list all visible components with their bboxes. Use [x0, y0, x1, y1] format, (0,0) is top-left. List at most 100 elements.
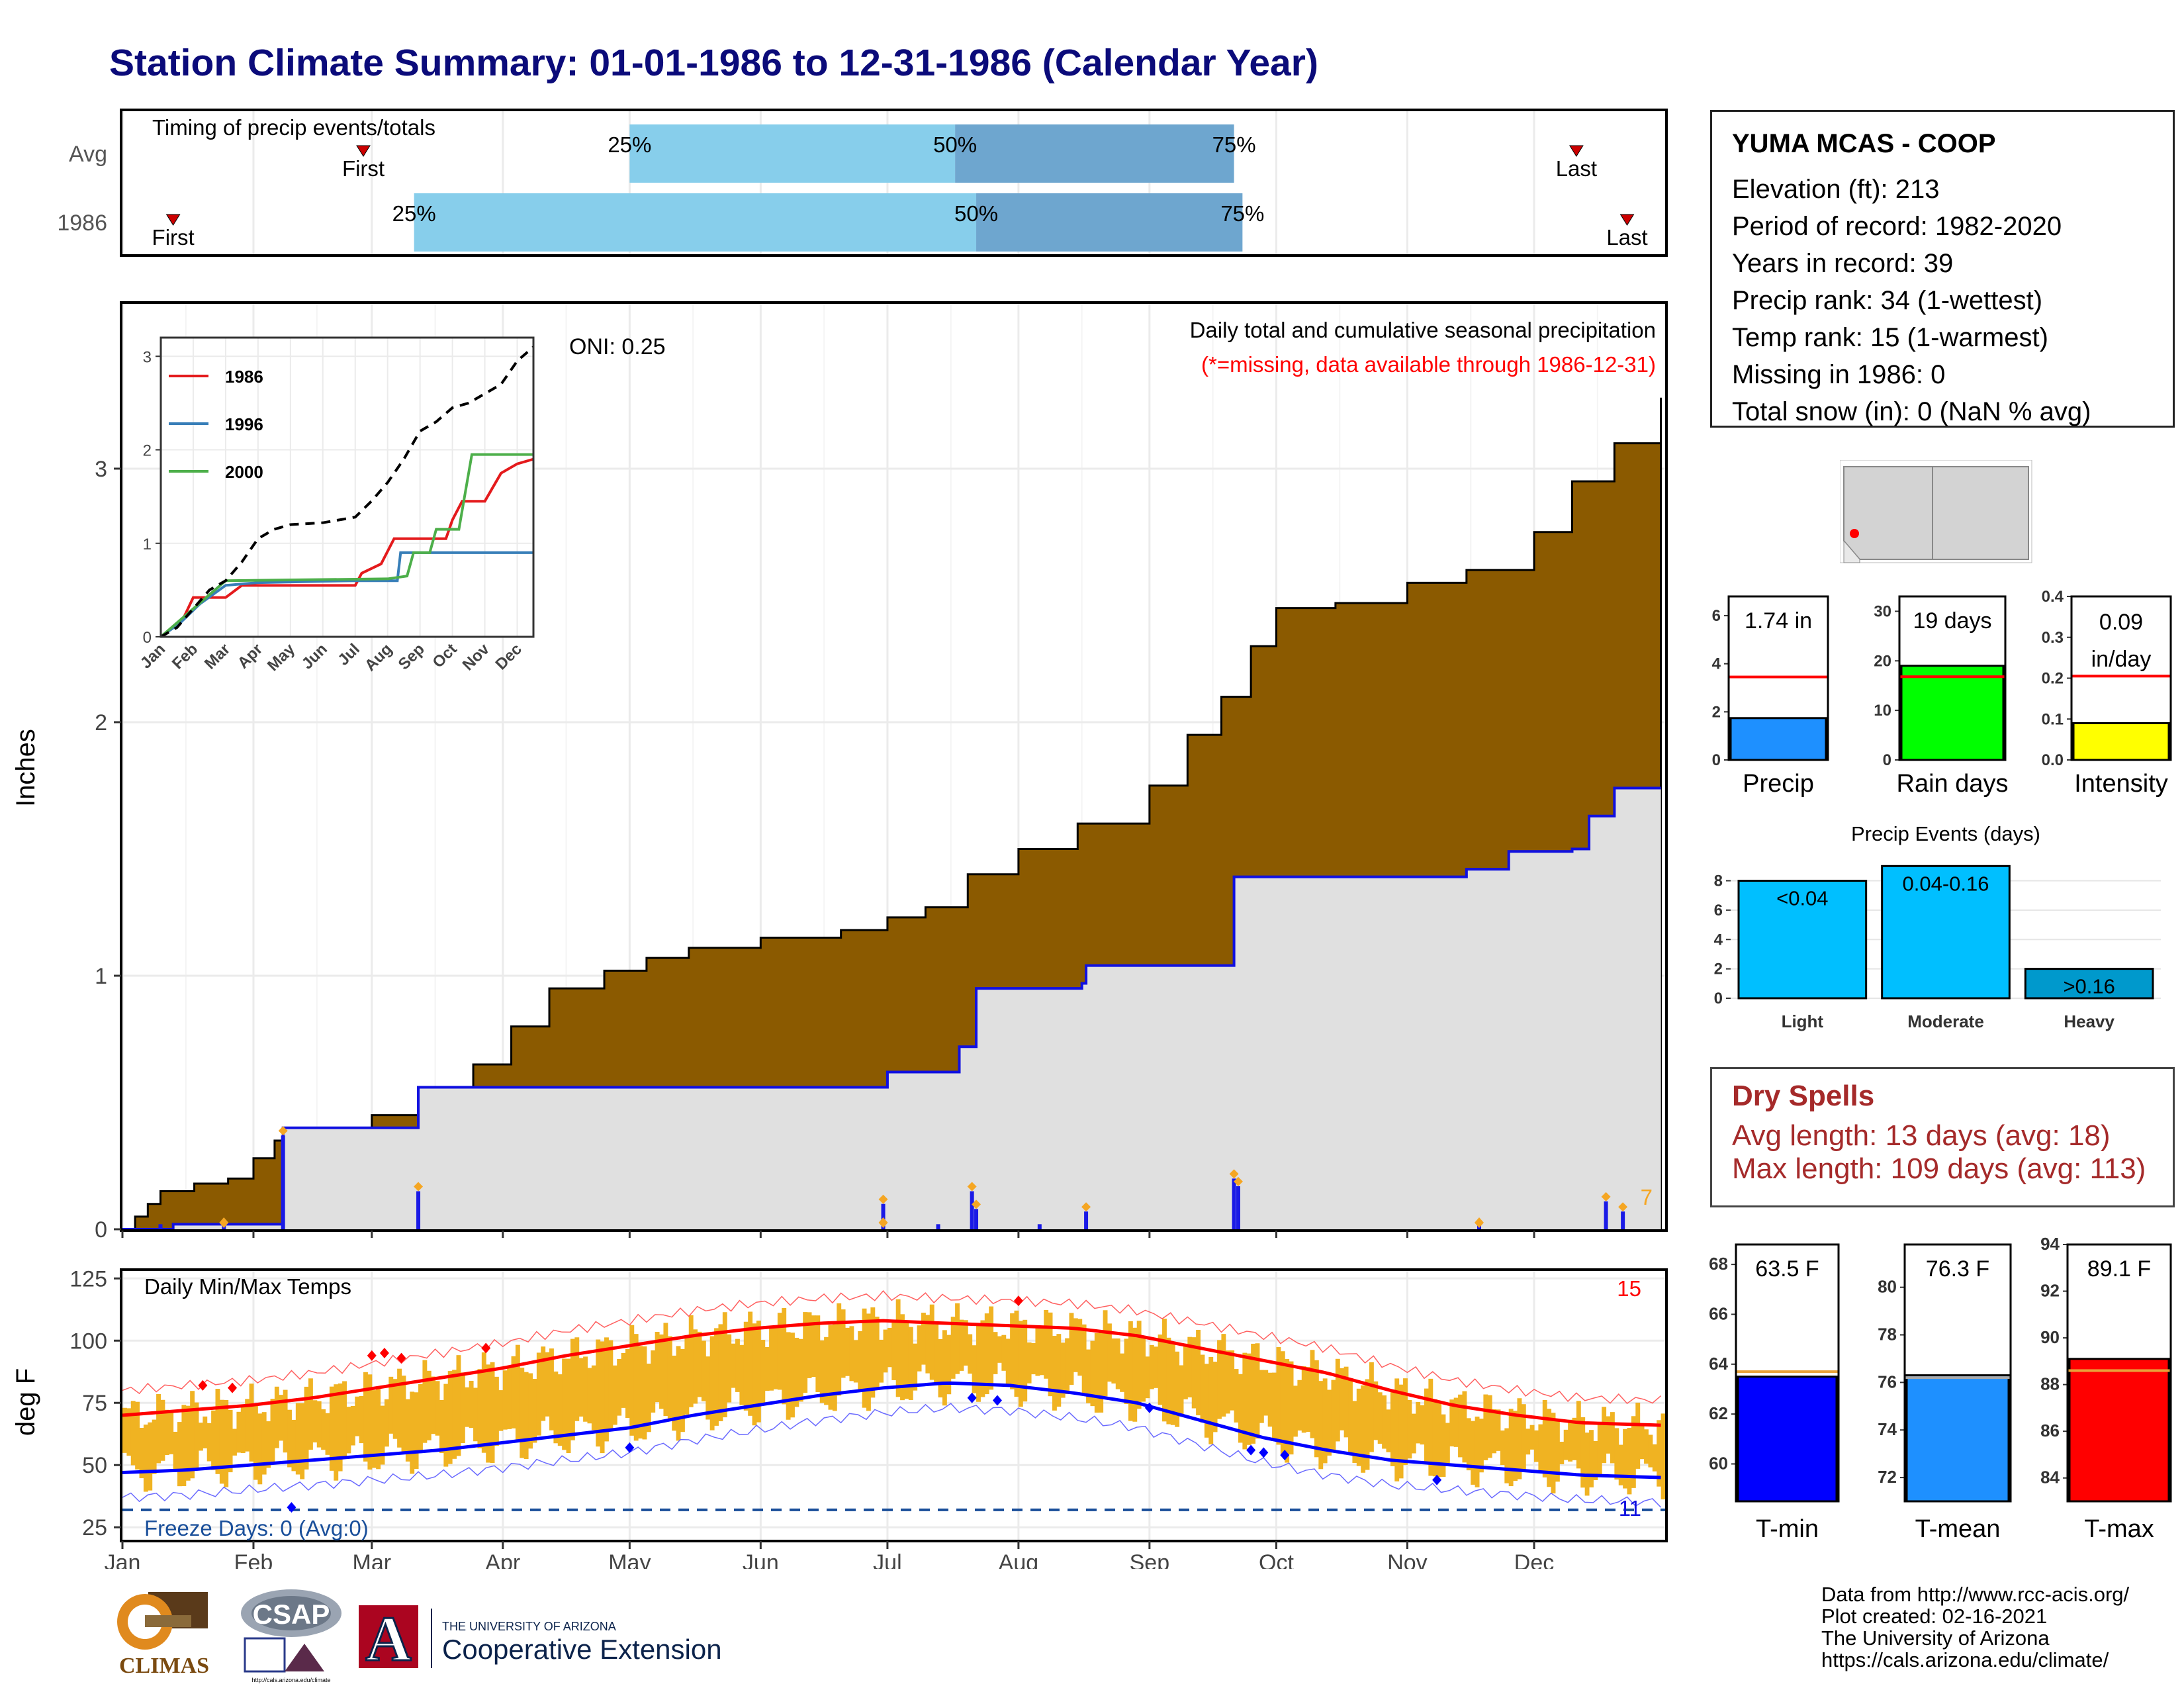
- daily-temp-range-bar: [190, 1391, 195, 1479]
- daily-precip-bar: [158, 1224, 163, 1229]
- daily-temp-range-bar: [173, 1431, 178, 1470]
- daily-temp-range-bar: [300, 1403, 305, 1479]
- daily-temp-range-bar: [410, 1391, 415, 1474]
- daily-temp-range-bar: [376, 1389, 381, 1470]
- daily-temp-range-bar: [460, 1372, 465, 1444]
- daily-temp-range-bar: [1542, 1399, 1547, 1477]
- credits: Data from http://www.rcc-acis.org/ Plot …: [1821, 1583, 2129, 1671]
- oni-label: ONI: 0.25: [569, 334, 666, 359]
- precip-events-chart: Precip Events (days) 0 2 4 6 8 <0.04 Light 0.04-…: [1714, 822, 2161, 1031]
- daily-temp-range-bar: [811, 1315, 816, 1378]
- daily-temp-range-bar: [1513, 1411, 1518, 1481]
- daily-temp-range-bar: [152, 1419, 157, 1474]
- daily-temp-range-bar: [633, 1334, 639, 1441]
- y-tick-label: 0.3: [2042, 629, 2064, 647]
- daily-temp-range-bar: [456, 1355, 461, 1456]
- y-tick-label: 2: [95, 710, 107, 735]
- inset-legend-label: 1986: [225, 367, 263, 387]
- y-tick-label: 84: [2040, 1468, 2060, 1487]
- precip-event-marker: [878, 1194, 888, 1204]
- daily-temp-range-bar: [545, 1352, 550, 1417]
- daily-temp-range-bar: [1496, 1409, 1501, 1451]
- daily-temp-range-bar: [1432, 1399, 1437, 1477]
- daily-temp-range-bar: [625, 1348, 630, 1418]
- ua-small-text: THE UNIVERSITY OF ARIZONA: [442, 1620, 616, 1633]
- y-tick-label: 68: [1709, 1254, 1728, 1274]
- daily-temp-range-bar: [566, 1358, 571, 1454]
- credit-line: The University of Arizona: [1821, 1626, 2050, 1650]
- daily-temp-range-bar: [1310, 1350, 1315, 1438]
- daily-temp-range-bar: [688, 1315, 694, 1407]
- climas-logo-text: CLIMAS: [119, 1654, 209, 1678]
- daily-temp-range-bar: [968, 1334, 973, 1374]
- inset-x-tick-label: May: [264, 640, 299, 675]
- daily-temp-range-bar: [748, 1311, 753, 1416]
- daily-temp-range-bar: [414, 1392, 419, 1469]
- daily-temp-range-bar: [1077, 1319, 1083, 1376]
- daily-temp-range-bar: [148, 1422, 153, 1491]
- daily-temp-range-bar: [1149, 1344, 1154, 1389]
- daily-temp-range-bar: [371, 1390, 377, 1468]
- daily-temp-range-bar: [697, 1331, 702, 1397]
- daily-temp-range-bar: [1352, 1401, 1357, 1463]
- average-min-line: [122, 1381, 1661, 1479]
- daily-temp-range-bar: [139, 1428, 144, 1479]
- y-tick-label: 0.0: [2042, 751, 2064, 769]
- daily-temp-range-bar: [1471, 1421, 1476, 1485]
- daily-temp-range-bar: [338, 1383, 343, 1472]
- daily-precip-bar: [1084, 1211, 1089, 1229]
- daily-temp-range-bar: [1394, 1378, 1400, 1481]
- daily-temp-range-bar: [1111, 1338, 1116, 1383]
- daily-temp-range-bar: [1602, 1407, 1607, 1464]
- daily-temp-range-bar: [782, 1307, 787, 1405]
- daily-temp-range-bar: [1386, 1409, 1391, 1452]
- bar-title: Precip: [1743, 770, 1814, 798]
- bar-value-label: 0.09: [2099, 610, 2143, 635]
- daily-precip-bar: [416, 1191, 421, 1229]
- average-max-line: [122, 1319, 1661, 1427]
- value-bar: [1900, 665, 2005, 761]
- daily-temp-range-bar: [1221, 1334, 1226, 1417]
- daily-temp-range-bar: [363, 1372, 368, 1462]
- cumulative-precip-average-fill: [122, 788, 1661, 1229]
- daily-temp-range-bar: [240, 1405, 246, 1454]
- daily-temp-range-bar: [1107, 1323, 1112, 1382]
- daily-temp-range-bar: [604, 1337, 609, 1442]
- record-high-marker: [198, 1380, 208, 1391]
- daily-temp-range-bar: [921, 1313, 926, 1365]
- inset-x-tick-label: Dec: [492, 640, 525, 673]
- y-tick-label: 4: [1712, 655, 1721, 673]
- daily-temp-range-bar: [722, 1312, 727, 1418]
- daily-temp-range-bar: [1398, 1384, 1404, 1479]
- precip-count-label: 7: [1641, 1185, 1653, 1209]
- daily-temp-range-bar: [397, 1368, 402, 1448]
- daily-temp-range-bar: [874, 1317, 880, 1387]
- daily-temp-range-bar: [557, 1374, 563, 1446]
- daily-temp-range-bar: [1018, 1321, 1023, 1407]
- daily-temp-range-bar: [321, 1409, 326, 1450]
- daily-temp-range-bar: [1652, 1444, 1657, 1472]
- last-event-label: Last: [1556, 156, 1597, 181]
- precip-y-axis-label: Inches: [11, 729, 40, 807]
- temp-count-low: 11: [1619, 1496, 1641, 1521]
- daily-temp-range-bar: [1065, 1338, 1070, 1395]
- daily-temp-range-bar: [1348, 1378, 1353, 1455]
- daily-temp-range-bar: [249, 1383, 254, 1462]
- value-bar: [1729, 717, 1827, 761]
- y-tick-label: 0: [95, 1217, 107, 1243]
- daily-temp-range-bar: [743, 1321, 749, 1411]
- x-tick-label: Feb: [234, 1550, 273, 1569]
- daily-temp-range-bar: [562, 1358, 567, 1450]
- daily-temp-range-bar: [980, 1320, 985, 1397]
- daily-temp-range-bar: [1377, 1392, 1383, 1444]
- daily-temp-range-bar: [1538, 1424, 1543, 1473]
- daily-temp-range-bar: [1475, 1417, 1480, 1487]
- station-period: Period of record: 1982-2020: [1732, 212, 2062, 241]
- daily-temp-range-bar: [955, 1303, 960, 1374]
- daily-temp-range-bar: [494, 1376, 499, 1446]
- daily-temp-range-bar: [587, 1368, 592, 1424]
- daily-temp-range-bar: [1183, 1343, 1188, 1399]
- daily-temp-range-bar: [384, 1399, 389, 1447]
- daily-temp-range-bar: [1428, 1378, 1433, 1476]
- tmean-bar-chart: 72 74 76 78 80 76.3 F T-mean: [1878, 1243, 2012, 1543]
